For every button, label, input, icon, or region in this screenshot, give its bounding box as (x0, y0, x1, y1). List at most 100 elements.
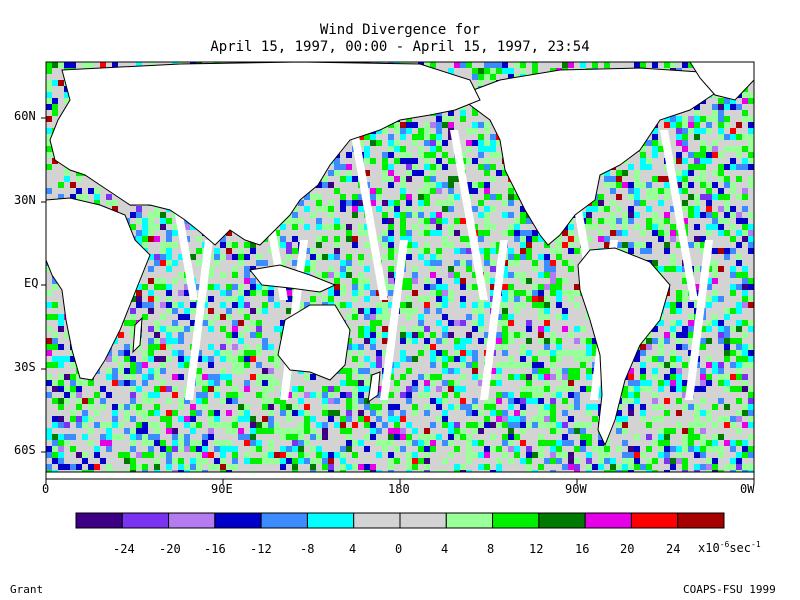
divergence-cell (430, 440, 436, 446)
divergence-cell (172, 374, 178, 380)
divergence-cell (712, 266, 718, 272)
divergence-cell (730, 350, 736, 356)
divergence-cell (400, 158, 406, 164)
divergence-cell (178, 404, 184, 410)
divergence-cell (736, 386, 742, 392)
divergence-cell (190, 458, 196, 464)
divergence-cell (64, 434, 70, 440)
divergence-cell (82, 398, 88, 404)
divergence-cell (232, 386, 238, 392)
divergence-cell (724, 218, 730, 224)
divergence-cell (244, 350, 250, 356)
divergence-cell (130, 398, 136, 404)
divergence-cell (280, 452, 286, 458)
divergence-cell (340, 380, 346, 386)
divergence-cell (334, 410, 340, 416)
divergence-cell (682, 362, 688, 368)
divergence-cell (514, 434, 520, 440)
divergence-cell (382, 332, 388, 338)
divergence-cell (352, 368, 358, 374)
divergence-cell (178, 446, 184, 452)
divergence-cell (184, 416, 190, 422)
divergence-cell (682, 146, 688, 152)
divergence-cell (550, 422, 556, 428)
divergence-cell (250, 332, 256, 338)
divergence-cell (400, 284, 406, 290)
divergence-cell (628, 242, 634, 248)
divergence-cell (562, 230, 568, 236)
divergence-cell (682, 158, 688, 164)
divergence-cell (250, 356, 256, 362)
divergence-cell (94, 446, 100, 452)
divergence-cell (214, 422, 220, 428)
divergence-cell (508, 254, 514, 260)
divergence-cell (574, 404, 580, 410)
divergence-cell (676, 410, 682, 416)
divergence-cell (460, 344, 466, 350)
divergence-cell (328, 458, 334, 464)
divergence-cell (706, 416, 712, 422)
divergence-cell (586, 386, 592, 392)
divergence-cell (694, 152, 700, 158)
divergence-cell (400, 446, 406, 452)
divergence-cell (646, 164, 652, 170)
divergence-cell (736, 152, 742, 158)
divergence-cell (742, 302, 748, 308)
divergence-cell (166, 284, 172, 290)
divergence-cell (730, 416, 736, 422)
divergence-cell (712, 152, 718, 158)
divergence-cell (418, 206, 424, 212)
divergence-cell (484, 254, 490, 260)
divergence-cell (694, 212, 700, 218)
divergence-cell (682, 134, 688, 140)
divergence-cell (142, 218, 148, 224)
divergence-cell (400, 278, 406, 284)
divergence-cell (412, 464, 418, 470)
divergence-cell (502, 68, 508, 74)
divergence-cell (154, 320, 160, 326)
divergence-cell (652, 440, 658, 446)
divergence-cell (568, 452, 574, 458)
divergence-cell (610, 188, 616, 194)
divergence-cell (676, 128, 682, 134)
divergence-cell (466, 128, 472, 134)
divergence-cell (544, 272, 550, 278)
divergence-cell (226, 398, 232, 404)
divergence-cell (520, 362, 526, 368)
divergence-cell (502, 350, 508, 356)
divergence-cell (658, 440, 664, 446)
divergence-cell (154, 212, 160, 218)
divergence-cell (472, 74, 478, 80)
divergence-cell (238, 416, 244, 422)
divergence-cell (742, 134, 748, 140)
divergence-cell (58, 194, 64, 200)
divergence-cell (328, 386, 334, 392)
divergence-cell (304, 194, 310, 200)
divergence-cell (706, 338, 712, 344)
divergence-cell (604, 458, 610, 464)
divergence-cell (496, 398, 502, 404)
divergence-cell (376, 416, 382, 422)
divergence-cell (280, 242, 286, 248)
divergence-cell (334, 278, 340, 284)
divergence-cell (328, 416, 334, 422)
divergence-cell (418, 314, 424, 320)
divergence-cell (694, 416, 700, 422)
divergence-cell (286, 410, 292, 416)
divergence-cell (550, 410, 556, 416)
divergence-cell (406, 152, 412, 158)
divergence-cell (718, 362, 724, 368)
divergence-cell (724, 122, 730, 128)
divergence-cell (358, 464, 364, 470)
divergence-cell (172, 278, 178, 284)
divergence-cell (370, 140, 376, 146)
divergence-cell (454, 350, 460, 356)
divergence-cell (334, 422, 340, 428)
divergence-cell (484, 128, 490, 134)
divergence-cell (292, 446, 298, 452)
divergence-cell (340, 164, 346, 170)
divergence-cell (352, 200, 358, 206)
divergence-cell (166, 344, 172, 350)
divergence-cell (652, 134, 658, 140)
divergence-cell (592, 338, 598, 344)
